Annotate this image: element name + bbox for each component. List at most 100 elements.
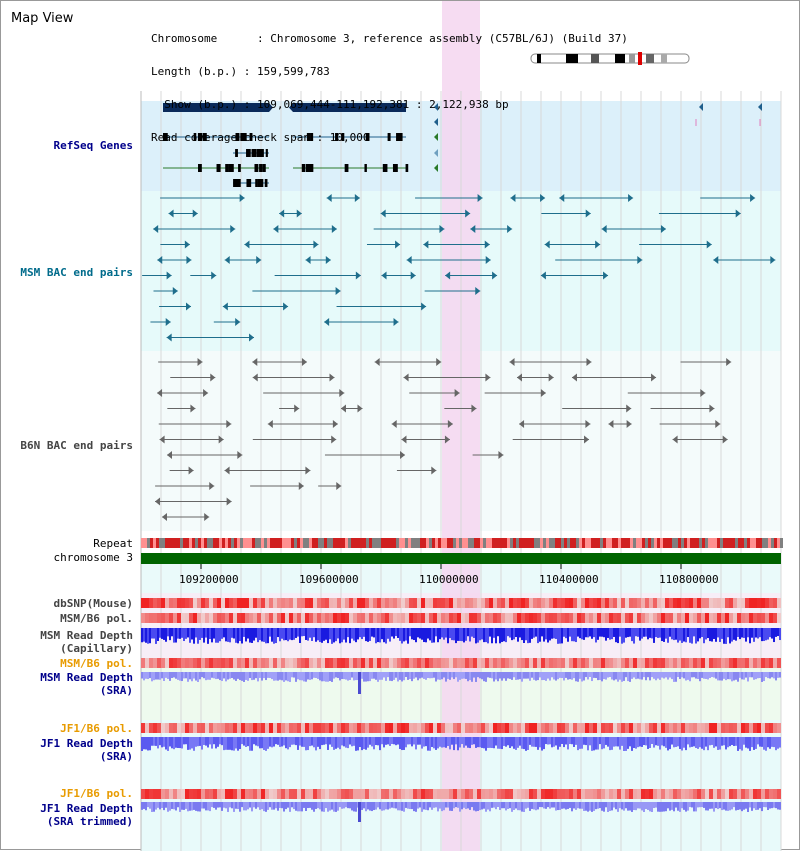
polymorphism-cell xyxy=(589,789,593,799)
bac-end-arrow xyxy=(313,240,319,249)
bac-end-arrow xyxy=(237,451,243,459)
read-depth-bar xyxy=(283,737,285,746)
bac-end-arrow xyxy=(410,271,416,280)
read-depth-bar xyxy=(539,802,541,808)
bac-end-arrow xyxy=(423,240,429,249)
read-depth-bar xyxy=(205,628,207,638)
polymorphism-cell xyxy=(513,723,517,733)
bac-end-arrow xyxy=(209,482,215,490)
polymorphism-cell xyxy=(625,598,629,608)
polymorphism-cell xyxy=(717,789,721,799)
polymorphism-cell xyxy=(461,789,465,799)
read-depth-bar xyxy=(773,628,775,643)
track-label-b6n-bac[interactable]: B6N BAC end pairs xyxy=(20,439,133,452)
read-depth-bar xyxy=(651,737,653,745)
read-depth-bar xyxy=(711,802,713,809)
ideogram-band xyxy=(537,54,541,63)
repeat-block xyxy=(453,538,456,548)
track-label-refseq[interactable]: RefSeq Genes xyxy=(53,139,133,152)
read-depth-bar xyxy=(295,672,297,682)
repeat-block xyxy=(579,538,582,548)
read-depth-bar xyxy=(763,628,765,642)
polymorphism-cell xyxy=(453,658,457,668)
read-depth-bar xyxy=(335,628,337,642)
repeat-block xyxy=(687,538,690,548)
polymorphism-cell xyxy=(773,723,777,733)
polymorphism-cell xyxy=(145,723,149,733)
polymorphism-cell xyxy=(585,613,589,623)
read-depth-bar xyxy=(471,628,473,637)
read-depth-bar xyxy=(311,672,313,680)
read-depth-bar xyxy=(605,802,607,808)
repeat-block xyxy=(633,538,636,548)
read-depth-bar xyxy=(265,802,267,812)
polymorphism-cell xyxy=(333,613,337,623)
polymorphism-cell xyxy=(329,723,333,733)
polymorphism-cell xyxy=(197,658,201,668)
read-depth-bar xyxy=(631,672,633,679)
bac-end-arrow xyxy=(628,194,634,202)
bac-end-arrow xyxy=(283,302,289,311)
repeat-block xyxy=(507,538,510,548)
read-depth-bar xyxy=(425,802,427,810)
polymorphism-cell xyxy=(453,598,457,608)
repeat-block xyxy=(201,538,204,548)
read-depth-bar xyxy=(193,672,195,679)
read-depth-bar xyxy=(357,628,359,640)
read-depth-bar xyxy=(231,672,233,679)
read-depth-bar xyxy=(715,628,717,642)
read-depth-bar xyxy=(731,672,733,682)
track-label-msm-bac[interactable]: MSM BAC end pairs xyxy=(20,266,133,279)
read-depth-bar xyxy=(741,672,743,680)
read-depth-bar xyxy=(493,802,495,808)
read-depth-bar xyxy=(309,802,311,808)
read-depth-bar xyxy=(305,672,307,682)
read-depth-bar xyxy=(411,737,413,747)
read-depth-bar xyxy=(485,672,487,682)
polymorphism-cell xyxy=(565,598,569,608)
read-depth-bar xyxy=(777,672,779,678)
read-depth-bar xyxy=(767,672,769,679)
polymorphism-cell xyxy=(429,789,433,799)
polymorphism-cell xyxy=(221,789,225,799)
polymorphism-cell xyxy=(149,723,153,733)
polymorphism-cell xyxy=(649,723,653,733)
refseq-exon xyxy=(243,133,247,141)
polymorphism-cell xyxy=(721,658,725,668)
repeat-block xyxy=(459,538,462,548)
polymorphism-cell xyxy=(729,723,733,733)
repeat-block xyxy=(297,538,300,548)
polymorphism-cell xyxy=(153,613,157,623)
refseq-exon xyxy=(253,149,257,157)
polymorphism-cell xyxy=(665,598,669,608)
read-depth-bar xyxy=(591,737,593,751)
read-depth-bar xyxy=(183,628,185,642)
read-depth-bar xyxy=(311,802,313,810)
read-depth-bar xyxy=(617,737,619,747)
read-depth-bar xyxy=(551,672,553,678)
polymorphism-cell xyxy=(593,789,597,799)
read-depth-bar xyxy=(769,628,771,638)
read-depth-bar xyxy=(491,737,493,748)
polymorphism-cell xyxy=(341,598,345,608)
polymorphism-cell xyxy=(597,598,601,608)
read-depth-bar xyxy=(203,628,205,643)
polymorphism-cell xyxy=(269,598,273,608)
repeat-block xyxy=(726,538,729,548)
read-depth-bar xyxy=(579,737,581,749)
read-depth-bar xyxy=(189,802,191,811)
read-depth-bar xyxy=(331,802,333,810)
polymorphism-cell xyxy=(365,658,369,668)
bac-end-arrow xyxy=(155,497,161,506)
read-depth-bar xyxy=(751,737,753,748)
bac-end-arrow xyxy=(186,302,192,311)
read-depth-bar xyxy=(437,737,439,749)
read-depth-bar xyxy=(267,672,269,678)
read-depth-bar xyxy=(259,672,261,678)
read-depth-bar xyxy=(767,802,769,811)
polymorphism-cell xyxy=(361,723,365,733)
read-depth-bar xyxy=(565,737,567,745)
polymorphism-cell xyxy=(581,789,585,799)
bac-end-arrow xyxy=(431,466,437,475)
